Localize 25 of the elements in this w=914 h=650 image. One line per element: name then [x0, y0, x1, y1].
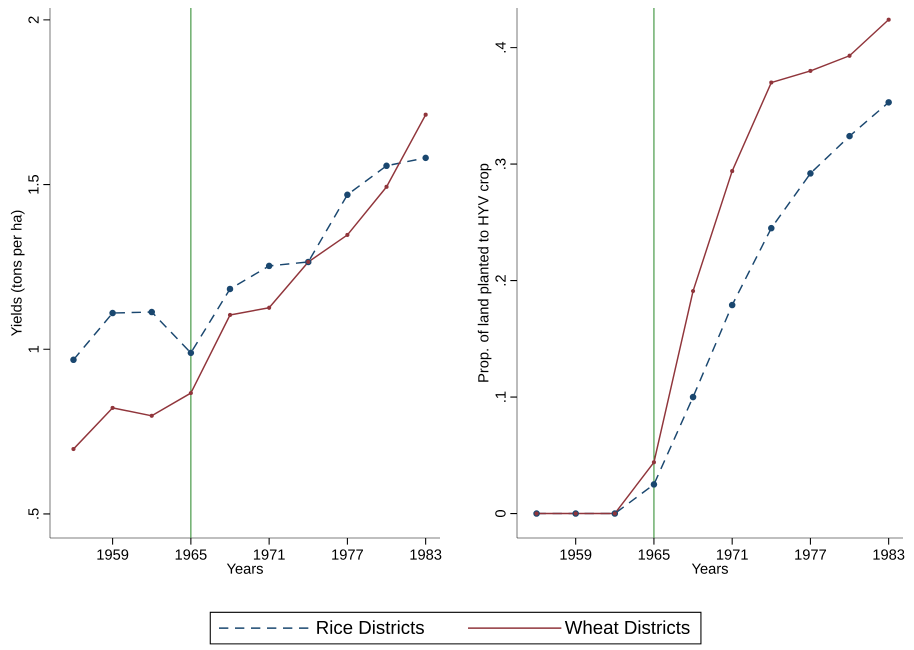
- y-tick-label: .1: [496, 392, 506, 402]
- y-tick-label: .5: [28, 508, 39, 519]
- y-tick-label: .3: [495, 158, 506, 169]
- x-tick-label: 1983: [410, 549, 442, 560]
- legend-label: Rice Districts: [317, 620, 424, 634]
- x-tick-label: 1965: [638, 549, 670, 560]
- legend-label: Wheat Districts: [564, 620, 690, 634]
- y-tick-label: 1.5: [28, 174, 39, 194]
- x-axis-title: Years: [226, 564, 263, 574]
- x-tick-label: 1977: [795, 549, 826, 560]
- x-tick-label: 1959: [97, 549, 128, 560]
- x-tick-label: 1965: [176, 549, 207, 560]
- y-tick-label: 2: [28, 16, 39, 24]
- x-tick-label: 1971: [254, 549, 285, 560]
- x-axis-title: Years: [692, 564, 728, 574]
- y-tick-label: .4: [496, 42, 506, 52]
- y-axis-title: Yields (tons per ha): [10, 210, 25, 336]
- x-tick-label: 1977: [332, 549, 363, 560]
- y-tick-label: .2: [495, 275, 506, 286]
- x-tick-label: 1983: [873, 549, 904, 560]
- y-tick-label: 0: [495, 510, 506, 518]
- x-tick-label: 1971: [716, 549, 748, 560]
- y-tick-label: 1: [28, 346, 39, 352]
- y-axis-title: Prop. of land planted to HYV crop: [478, 164, 492, 382]
- x-tick-label: 1959: [560, 549, 592, 560]
